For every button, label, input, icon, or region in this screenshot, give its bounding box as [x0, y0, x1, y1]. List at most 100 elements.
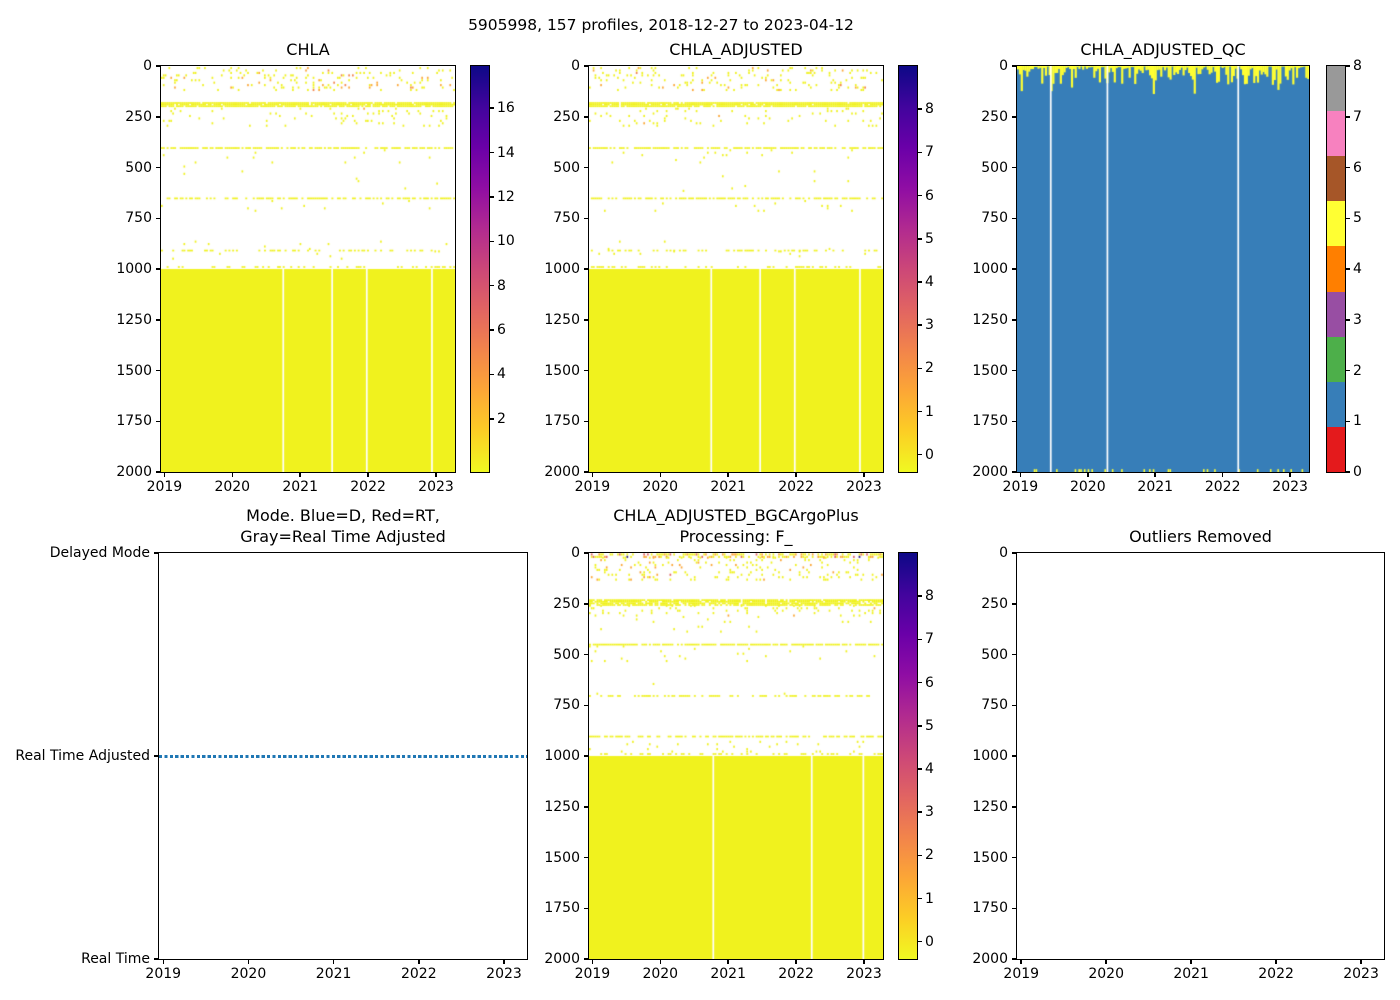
- chla-heatmap-canvas: [161, 66, 455, 472]
- mode-line: [159, 754, 527, 758]
- y-tick-label: 1500: [116, 362, 152, 379]
- y-tick-mark: [1012, 958, 1017, 960]
- y-tick-mark: [1012, 65, 1017, 67]
- x-tick-label: 2022: [400, 966, 437, 982]
- y-tick-label: 500: [125, 159, 152, 176]
- y-tick-label: Delayed Mode: [49, 545, 150, 561]
- panel-bgc: CHLA_ADJUSTED_BGCArgoPlus Processing: F_…: [544, 506, 884, 982]
- colorbar-tick-label: 7: [925, 144, 934, 161]
- x-tick-mark: [1221, 472, 1224, 477]
- x-tick-mark: [1020, 959, 1022, 964]
- colorbar-qc: 0 1 2 3 4 5 6 7 8: [1326, 58, 1362, 480]
- colorbar-tick-label: 6: [497, 322, 506, 338]
- colorbar-tick-mark: [1345, 471, 1350, 473]
- x-tick-mark: [795, 959, 797, 964]
- y-tick-mark: [156, 166, 161, 169]
- y-tick-label: 1250: [972, 311, 1008, 328]
- y-tick-label: 1000: [972, 261, 1008, 277]
- colorbar-tick-label: 3: [1353, 311, 1362, 328]
- y-tick-label: 500: [981, 646, 1008, 663]
- y-tick-mark: [1012, 856, 1017, 859]
- colorbar-tick-label: 7: [1353, 108, 1362, 125]
- x-tick-mark: [163, 472, 166, 477]
- y-tick-label: 0: [143, 58, 152, 74]
- x-tick-label: 2020: [230, 966, 267, 982]
- colorbar-tick-mark: [917, 194, 922, 197]
- y-tick-mark: [1012, 471, 1017, 473]
- y-tick-label: 1250: [544, 798, 580, 815]
- x-tick-mark: [231, 472, 234, 477]
- panel-mode-title-line1: Mode. Blue=D, Red=RT,: [246, 506, 440, 526]
- panel-mode-title-line2: Gray=Real Time Adjusted: [240, 527, 446, 547]
- chla-adjusted-heatmap-canvas: [589, 66, 883, 472]
- x-tick-label: 2021: [282, 479, 319, 495]
- x-tick-mark: [1087, 472, 1089, 477]
- colorbar-tick-mark: [1345, 420, 1350, 422]
- colorbar-tick-label: 0: [925, 446, 934, 463]
- colorbar-tick-label: 0: [925, 933, 934, 950]
- y-tick-mark: [1012, 653, 1017, 656]
- colorbar-tick-label: 4: [1353, 261, 1362, 277]
- y-tick-mark: [584, 420, 589, 422]
- x-tick-mark: [367, 472, 369, 477]
- panel-chla-adjusted: CHLA_ADJUSTED 2019 2020 2021 2022 2023 0 250 50…: [544, 40, 884, 495]
- y-tick-label: 1000: [544, 261, 580, 277]
- y-tick-label: Real Time: [81, 951, 150, 967]
- figure-title: 5905998, 157 profiles, 2018-12-27 to 202…: [468, 16, 854, 34]
- y-tick-mark: [584, 65, 589, 67]
- y-tick-mark: [584, 369, 589, 372]
- colorbar-tick-label: 8: [925, 101, 934, 118]
- x-tick-label: 2022: [350, 479, 386, 495]
- y-tick-label: 0: [571, 545, 580, 561]
- panel-qc-title-line1: CHLA_ADJUSTED_QC: [1080, 40, 1246, 60]
- y-tick-mark: [156, 369, 161, 372]
- y-tick-mark: [154, 755, 159, 757]
- colorbar-tick-mark: [1345, 65, 1350, 67]
- panel-chla: CHLA 2019 2020 2021 2022 2023 0 250 500 750 1000 1…: [116, 40, 456, 495]
- colorbar-tick-label: 2: [925, 360, 934, 377]
- x-tick-mark: [1154, 472, 1156, 477]
- qc-colorbar-segment: [1327, 291, 1345, 337]
- x-tick-label: 2019: [574, 479, 611, 495]
- colorbar-tick-mark: [917, 281, 922, 283]
- colorbar-tick-mark: [489, 418, 494, 420]
- colorbar-tick-label: 8: [1353, 58, 1362, 74]
- x-tick-mark: [659, 959, 662, 964]
- y-tick-label: 1000: [116, 261, 152, 277]
- y-tick-label: 2000: [544, 464, 580, 480]
- x-tick-mark: [1289, 472, 1291, 477]
- y-tick-mark: [156, 65, 161, 67]
- colorbar-tick-mark: [917, 854, 922, 857]
- y-tick-label: 2000: [544, 951, 580, 967]
- colorbar-tick-label: 2: [497, 410, 506, 427]
- colorbar-tick-mark: [917, 897, 922, 900]
- y-tick-label: 1750: [544, 413, 580, 430]
- colorbar-tick-label: 5: [1353, 210, 1362, 227]
- y-tick-label: 0: [571, 58, 580, 74]
- x-tick-mark: [727, 959, 729, 964]
- qc-colorbar-segment: [1327, 201, 1345, 247]
- y-tick-mark: [1012, 116, 1017, 118]
- colorbar-tick-label: 10: [497, 233, 515, 250]
- x-tick-mark: [1360, 959, 1362, 964]
- x-tick-label: 2022: [1204, 479, 1241, 495]
- y-tick-mark: [1012, 603, 1017, 605]
- colorbar-tick-label: 6: [925, 187, 934, 204]
- x-tick-mark: [332, 959, 335, 964]
- colorbar-tick-label: 3: [925, 804, 934, 821]
- y-tick-mark: [584, 217, 589, 219]
- colorbar-tick-label: 4: [925, 760, 934, 777]
- y-tick-mark: [156, 268, 161, 270]
- panel-outliers-title: Outliers Removed: [977, 527, 1400, 548]
- y-tick-mark: [156, 319, 161, 321]
- qc-colorbar-segment: [1327, 111, 1345, 157]
- y-tick-mark: [1012, 907, 1017, 909]
- y-tick-mark: [156, 116, 161, 118]
- colorbar-tick-mark: [489, 373, 494, 376]
- panel-qc: CHLA_ADJUSTED_QC 2019 2020 2021 2022 2023 0 25…: [972, 40, 1310, 495]
- y-tick-mark: [1012, 704, 1017, 706]
- x-tick-mark: [1105, 959, 1107, 964]
- colorbar-tick-mark: [917, 725, 922, 727]
- y-tick-mark: [154, 958, 159, 960]
